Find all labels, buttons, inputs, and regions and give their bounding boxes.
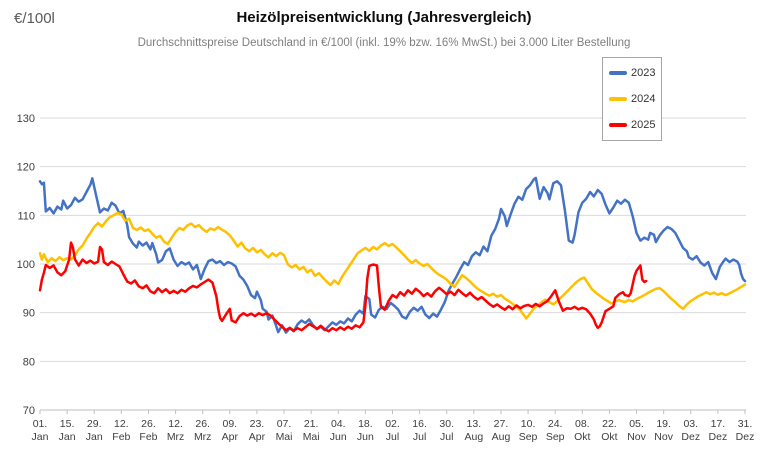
x-tick-label-month: Feb: [112, 431, 130, 443]
x-tick-label-day: 10.: [521, 418, 536, 430]
x-tick-label-day: 19.: [656, 418, 671, 430]
y-tick-label: 130: [17, 113, 35, 125]
x-tick-label-month: Okt: [574, 431, 590, 443]
x-tick-label-month: Jan: [32, 431, 49, 443]
y-tick-label: 110: [17, 210, 35, 222]
x-tick-label-month: Dez: [709, 431, 728, 443]
x-tick-label-month: Sep: [519, 431, 538, 443]
x-tick-label-month: Okt: [601, 431, 617, 443]
x-tick-label-month: Feb: [139, 431, 157, 443]
x-axis-labels: 01.Jan15.Jan29.Jan12.Feb26.Feb12.Mrz26.M…: [32, 418, 755, 443]
legend-item-2023: 2023: [609, 67, 655, 79]
x-tick-label-month: Aug: [465, 431, 484, 443]
x-tick-label-day: 17.: [711, 418, 726, 430]
gridlines: [40, 117, 746, 362]
y-axis-unit-label: €/100l: [14, 10, 55, 27]
x-tick-label-month: Mai: [276, 431, 293, 443]
series-line-2024: [38, 211, 747, 320]
x-tick-label-day: 30.: [439, 418, 454, 430]
legend-swatch-2025: [609, 123, 627, 127]
x-axis: [39, 409, 746, 414]
x-tick-label-month: Jul: [413, 431, 426, 443]
x-tick-label-day: 12.: [114, 418, 129, 430]
x-tick-label-day: 21.: [304, 418, 319, 430]
series-line-2023: [38, 176, 747, 334]
legend-label: 2023: [631, 67, 656, 79]
x-tick-label-day: 23.: [250, 418, 265, 430]
legend-swatch-2024: [609, 97, 627, 101]
x-tick-label-month: Nov: [654, 431, 673, 443]
chart-title: Heizölpreisentwicklung (Jahresvergleich): [236, 9, 532, 26]
x-tick-label-day: 15.: [60, 418, 75, 430]
x-tick-label-month: Jun: [330, 431, 347, 443]
x-tick-label-month: Jan: [59, 431, 76, 443]
x-tick-label-day: 03.: [683, 418, 698, 430]
x-tick-label-day: 07.: [277, 418, 292, 430]
legend-item-2025: 2025: [609, 119, 655, 131]
legend-label: 2024: [631, 93, 656, 105]
y-axis-labels: 70 80 90 100 110 120 130: [17, 113, 35, 417]
x-tick-label-day: 26.: [141, 418, 156, 430]
x-tick-label-month: Mrz: [194, 431, 212, 443]
x-tick-label-day: 09.: [223, 418, 238, 430]
y-tick-label: 70: [23, 405, 35, 417]
x-tick-label-month: Mrz: [167, 431, 185, 443]
y-tick-label: 120: [17, 162, 35, 174]
x-tick-label-day: 01.: [33, 418, 48, 430]
x-tick-label-day: 29.: [87, 418, 102, 430]
x-tick-label-day: 16.: [412, 418, 427, 430]
x-tick-label-day: 13.: [467, 418, 482, 430]
x-tick-label-day: 08.: [575, 418, 590, 430]
x-tick-label-day: 22.: [602, 418, 617, 430]
x-tick-label-day: 24.: [548, 418, 563, 430]
x-tick-label-month: Sep: [546, 431, 565, 443]
x-tick-label-day: 05.: [629, 418, 644, 430]
y-tick-label: 100: [17, 259, 35, 271]
legend-swatch-2023: [609, 71, 627, 75]
y-tick-label: 90: [23, 308, 35, 320]
x-tick-label-month: Aug: [492, 431, 511, 443]
x-tick-label-day: 31.: [738, 418, 753, 430]
x-tick-label-month: Apr: [222, 431, 239, 443]
x-tick-label-month: Dez: [681, 431, 700, 443]
x-tick-label-day: 26.: [195, 418, 210, 430]
chart-legend: 2023 2024 2025: [602, 57, 662, 141]
x-tick-label-month: Jan: [86, 431, 103, 443]
x-tick-label-month: Dez: [736, 431, 755, 443]
x-tick-label-month: Apr: [249, 431, 266, 443]
x-tick-label-month: Jul: [386, 431, 399, 443]
series-lines: [38, 176, 747, 334]
x-tick-label-day: 04.: [331, 418, 346, 430]
chart-subtitle: Durchschnittspreise Deutschland in €/100…: [137, 37, 631, 49]
x-tick-label-month: Jun: [357, 431, 374, 443]
x-tick-label-day: 18.: [358, 418, 373, 430]
legend-label: 2025: [631, 119, 656, 131]
x-tick-label-day: 12.: [168, 418, 183, 430]
y-tick-label: 80: [23, 356, 35, 368]
x-tick-label-day: 27.: [494, 418, 509, 430]
legend-item-2024: 2024: [609, 93, 655, 105]
x-tick-label-month: Jul: [440, 431, 453, 443]
series-line-2025: [38, 241, 648, 333]
x-tick-label-month: Mai: [303, 431, 320, 443]
x-tick-label-day: 02.: [385, 418, 400, 430]
x-tick-label-month: Nov: [627, 431, 646, 443]
